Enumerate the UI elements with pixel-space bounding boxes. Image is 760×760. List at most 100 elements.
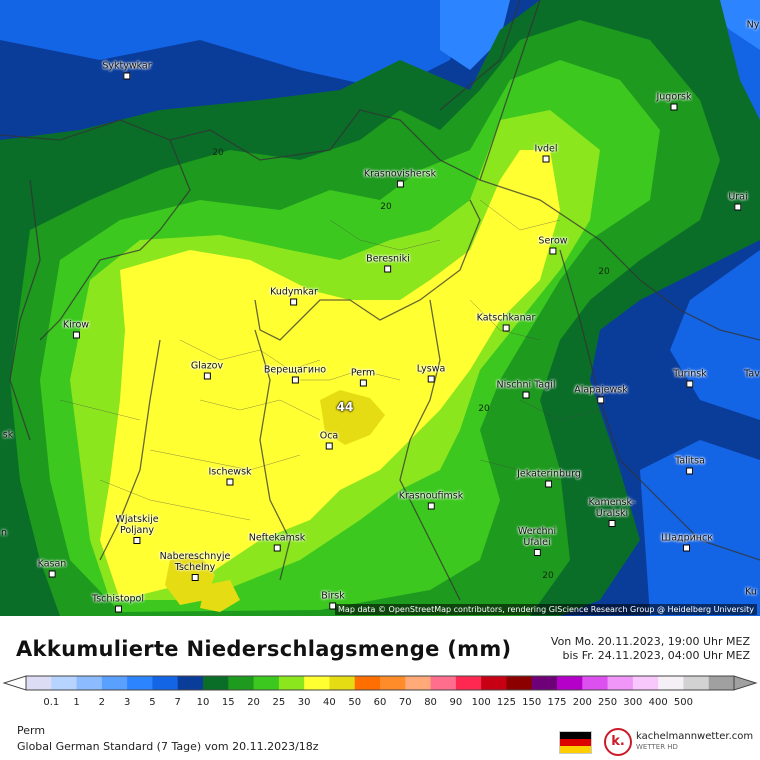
legend-title: Akkumulierte Niederschlagsmenge (mm) <box>16 637 512 661</box>
city-kasan[interactable]: Kasan <box>37 558 67 578</box>
city-label: Ischewsk <box>208 466 252 478</box>
scale-swatch <box>481 676 507 690</box>
scale-swatch <box>152 676 179 690</box>
scale-swatch <box>51 676 78 690</box>
max-value-label: 44 <box>336 400 354 414</box>
brand-name: kachelmannwetter.com <box>636 731 754 742</box>
city-label: Nabereschnyje Tschelny <box>159 551 231 573</box>
city-wjatskije-poljany[interactable]: Wjatskije Poljany <box>115 514 159 544</box>
city-marker <box>533 549 541 556</box>
edge-label: Ny <box>746 19 760 31</box>
city-neftekamsk[interactable]: Neftekamsk <box>248 532 306 552</box>
city-marker <box>325 442 333 450</box>
city-label: Kasan <box>37 558 67 570</box>
city-nischni-tagil[interactable]: Nischni Tagil <box>497 380 555 399</box>
scale-tick-label: 100 <box>471 697 491 708</box>
city-lyswa[interactable]: Lyswa <box>417 364 445 383</box>
city-marker <box>133 537 141 544</box>
city-label: Werchni Ufalei <box>517 526 557 548</box>
city-krasnoufimsk[interactable]: Krasnoufimsk <box>399 491 463 510</box>
city-label: Ivdel <box>534 143 558 155</box>
precip-band-7-southeast <box>640 440 760 616</box>
city-werchni-ufalei[interactable]: Werchni Ufalei <box>518 526 556 556</box>
city-katschkanar[interactable]: Katschkanar <box>476 312 536 332</box>
city-marker <box>502 324 510 332</box>
scale-swatch <box>607 676 634 690</box>
precip-band-50-south2 <box>200 580 240 612</box>
region-boundaries <box>0 0 760 601</box>
scale-tick-label: 1 <box>73 697 80 708</box>
city-alapajewsk[interactable]: Alapajewsk <box>574 385 628 404</box>
scale-tick-label: 60 <box>373 697 387 708</box>
kachelmann-logo-icon[interactable]: k. <box>604 728 632 756</box>
city-marker <box>359 379 367 387</box>
scale-tick-label: 7 <box>174 697 181 708</box>
city-marker <box>522 391 530 399</box>
city-krasnovishersk[interactable]: Krasnovishersk <box>364 169 436 188</box>
scale-tick-label: 2 <box>98 697 106 708</box>
scale-swatch <box>683 676 710 690</box>
scale-tick-label: 40 <box>323 697 336 708</box>
scale-swatch <box>557 676 583 690</box>
city-marker <box>191 574 199 581</box>
city-serow[interactable]: Serow <box>538 235 568 255</box>
city-label: Talitsa <box>675 455 705 467</box>
scale-swatch <box>329 676 356 690</box>
city-kirow[interactable]: Kirow <box>63 320 89 339</box>
scale-tick-label: 10 <box>196 697 210 708</box>
city-marker <box>273 544 281 552</box>
city-ocha[interactable]: Оса <box>320 431 338 450</box>
scale-swatch <box>101 676 128 690</box>
city-ivdel[interactable]: Ivdel <box>534 143 558 163</box>
scale-arrow-left <box>2 675 27 691</box>
city-glazov[interactable]: Glazov <box>191 361 223 380</box>
city-label: Kamensk- Uralski <box>588 497 636 519</box>
german-flag-icon[interactable] <box>559 731 592 754</box>
city-talitsa[interactable]: Talitsa <box>675 456 705 475</box>
city-kamensk-uralski[interactable]: Kamensk- Uralski <box>588 497 636 527</box>
city-marker <box>72 331 80 339</box>
map-canvas <box>0 0 760 616</box>
city-vereshchagino[interactable]: Верещагино <box>264 365 326 384</box>
city-jugorsk[interactable]: Jugorsk <box>656 92 692 111</box>
city-perm[interactable]: Perm <box>351 368 375 387</box>
city-marker <box>597 396 605 404</box>
city-label: Katschkanar <box>476 312 536 324</box>
city-syktywkar[interactable]: Syktywkar <box>102 61 152 80</box>
city-label: Urai <box>728 191 748 203</box>
city-label: Serow <box>538 235 568 247</box>
scale-swatch <box>582 676 609 690</box>
city-urai[interactable]: Urai <box>728 191 748 211</box>
city-nabereschnyje-tschelny[interactable]: Nabereschnyje Tschelny <box>159 551 231 581</box>
city-marker <box>608 520 616 527</box>
scale-swatch <box>708 676 735 690</box>
city-marker <box>545 480 553 488</box>
brand-logo[interactable]: kachelmannwetter.com WETTER HD <box>636 731 753 753</box>
city-label: Jekaterinburg <box>517 468 581 480</box>
scale-swatch <box>506 676 533 690</box>
scale-swatch <box>278 676 305 690</box>
city-marker <box>734 203 742 211</box>
scale-tick-label: 400 <box>648 697 668 708</box>
city-marker <box>542 155 550 163</box>
scale-tick-label: 175 <box>547 697 567 708</box>
scale-swatch <box>658 676 684 690</box>
city-shadrinsk[interactable]: Шадринск <box>661 533 713 552</box>
scale-swatch <box>253 676 280 690</box>
city-beresniki[interactable]: Beresniki <box>366 254 410 273</box>
city-label: Neftekamsk <box>248 532 306 544</box>
scale-tick-label: 70 <box>398 697 412 708</box>
contour-label: 20 <box>380 202 392 212</box>
city-label: Шадринск <box>661 532 713 544</box>
city-turinsk[interactable]: Turinsk <box>673 369 707 388</box>
scale-tick-label: 15 <box>221 697 235 708</box>
precipitation-map[interactable]: 20 20 20 20 20 20 44 Syktywkar Krasnovis… <box>0 0 760 616</box>
city-kudymkar[interactable]: Kudymkar <box>270 287 318 306</box>
scale-swatch <box>76 676 103 690</box>
city-ischewsk[interactable]: Ischewsk <box>208 466 252 486</box>
contour-label: 20 <box>212 148 224 158</box>
city-tschistopol[interactable]: Tschistopol <box>92 594 144 613</box>
city-marker <box>427 375 435 383</box>
city-jekaterinburg[interactable]: Jekaterinburg <box>517 469 581 488</box>
scale-swatch <box>531 676 558 690</box>
